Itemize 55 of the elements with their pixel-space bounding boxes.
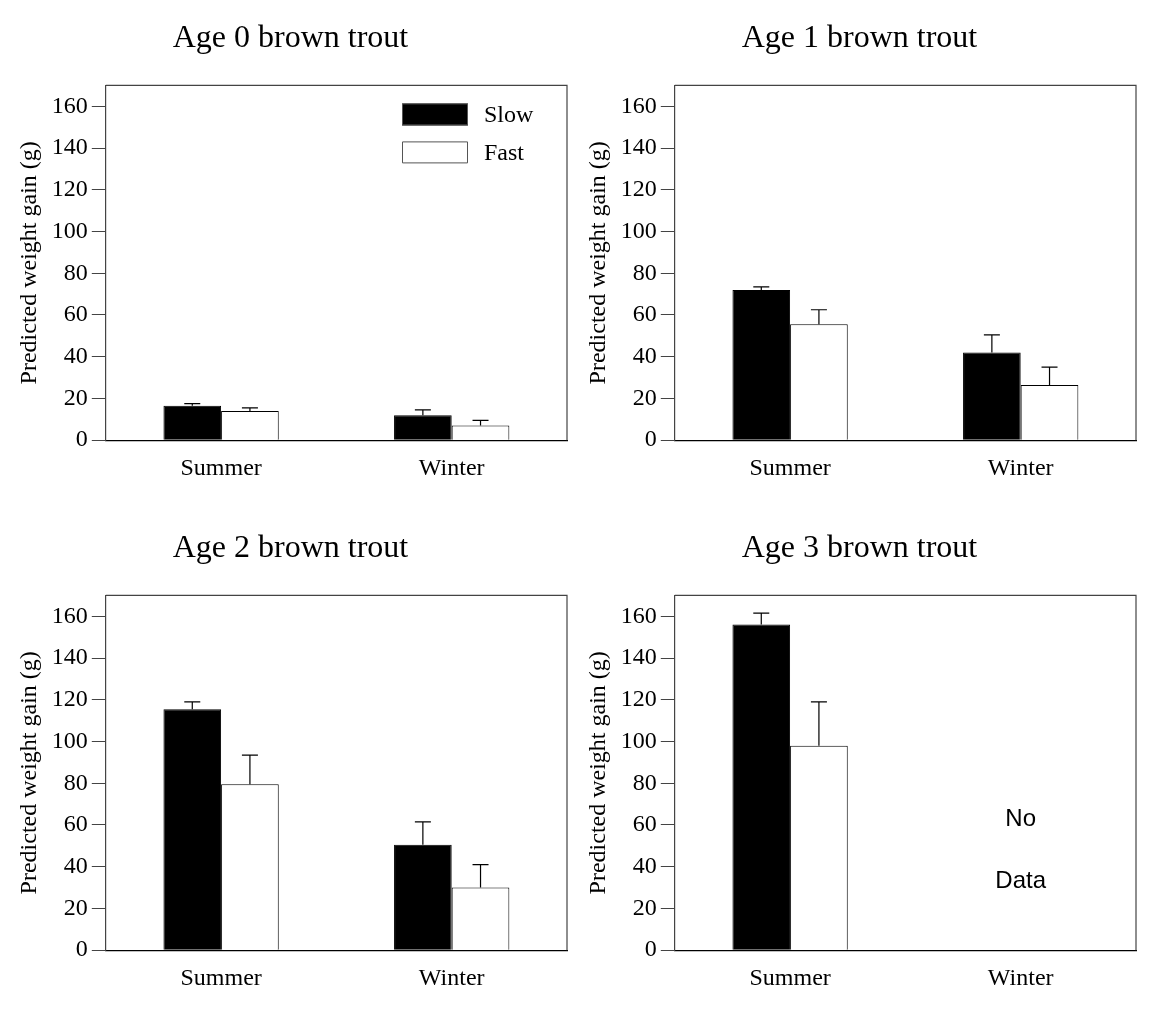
x-tick-label: Summer — [748, 963, 831, 990]
y-tick-label: 40 — [632, 852, 657, 879]
y-tick-label: 160 — [620, 91, 657, 118]
y-tick-label: 20 — [63, 893, 88, 920]
chart-title: Age 3 brown trout — [741, 528, 978, 565]
y-tick-label: 20 — [632, 893, 657, 920]
y-tick-label: 60 — [632, 300, 657, 327]
x-tick-label: Summer — [179, 453, 262, 480]
y-tick-label: 140 — [620, 643, 657, 670]
x-tick-label: Winter — [987, 453, 1054, 480]
y-tick-label: 80 — [63, 258, 88, 285]
y-tick-label: 40 — [63, 342, 88, 369]
y-tick-label: 120 — [620, 175, 657, 202]
y-tick-label: 160 — [51, 601, 88, 628]
y-axis-title: Predicted weight gain (g) — [14, 141, 41, 385]
y-tick-label: 0 — [644, 425, 657, 452]
y-tick-label: 120 — [51, 685, 88, 712]
y-tick-label: 80 — [632, 768, 657, 795]
x-tick-label: Summer — [748, 453, 831, 480]
text: Fast — [483, 138, 524, 165]
y-tick-label: 80 — [632, 258, 657, 285]
y-tick-label: 140 — [51, 643, 88, 670]
y-tick-label: 60 — [632, 810, 657, 837]
y-tick-label: 120 — [51, 175, 88, 202]
y-tick-label: 60 — [63, 300, 88, 327]
x-tick-label: Summer — [179, 963, 262, 990]
y-tick-label: 40 — [63, 852, 88, 879]
y-tick-label: 100 — [620, 216, 657, 243]
y-tick-label: 160 — [51, 91, 88, 118]
text: No Data — [994, 804, 1046, 894]
y-tick-label: 140 — [51, 133, 88, 160]
y-axis-title: Predicted weight gain (g) — [14, 651, 41, 895]
y-tick-label: 100 — [51, 216, 88, 243]
y-tick-label: 80 — [63, 768, 88, 795]
y-tick-label: 120 — [620, 685, 657, 712]
x-tick-label: Winter — [987, 963, 1054, 990]
y-tick-label: 0 — [75, 425, 88, 452]
y-tick-label: 0 — [644, 935, 657, 962]
y-tick-label: 0 — [75, 935, 88, 962]
y-tick-label: 20 — [63, 383, 88, 410]
y-tick-label: 140 — [620, 133, 657, 160]
y-tick-label: 100 — [620, 726, 657, 753]
y-tick-label: 160 — [620, 601, 657, 628]
y-tick-label: 20 — [632, 383, 657, 410]
y-axis-title: Predicted weight gain (g) — [583, 651, 610, 895]
chart-title: Age 1 brown trout — [741, 18, 978, 55]
x-tick-label: Winter — [418, 963, 485, 990]
x-tick-label: Winter — [418, 453, 485, 480]
y-tick-label: 40 — [632, 342, 657, 369]
y-tick-label: 100 — [51, 726, 88, 753]
y-axis-title: Predicted weight gain (g) — [583, 141, 610, 385]
y-tick-label: 60 — [63, 810, 88, 837]
chart-title: Age 0 brown trout — [172, 18, 409, 55]
legend-label: Slow — [483, 100, 534, 127]
chart-title: Age 2 brown trout — [172, 528, 409, 565]
